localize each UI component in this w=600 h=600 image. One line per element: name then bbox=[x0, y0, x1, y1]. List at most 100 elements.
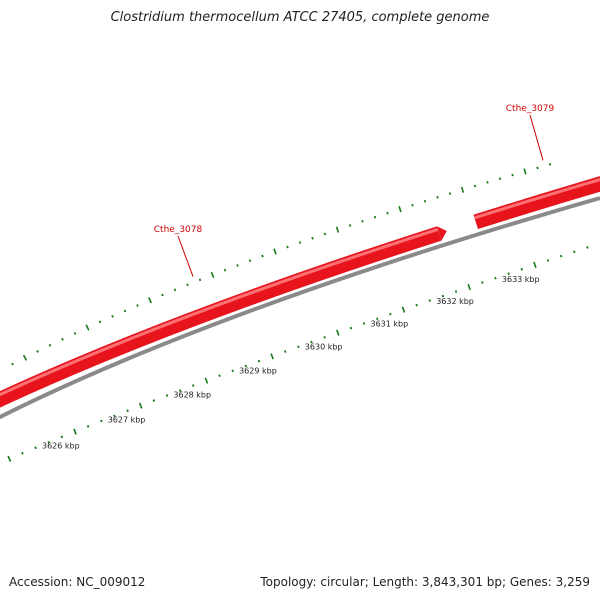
minor-tick bbox=[60, 435, 64, 439]
scale-label-layer: 3626 kbp 3627 kbp 3628 kbp 3629 kbp 3630 kbp… bbox=[42, 275, 540, 451]
outer-tick-track bbox=[11, 163, 552, 366]
scale-label: 3631 kbp bbox=[371, 320, 409, 329]
minor-tick bbox=[323, 336, 326, 339]
gene-feature-cthe-3078[interactable] bbox=[0, 226, 447, 408]
minor-tick bbox=[286, 245, 289, 249]
minor-tick bbox=[11, 362, 14, 366]
gene-label-layer: Cthe_3078 Cthe_3079 bbox=[154, 104, 555, 277]
minor-tick bbox=[100, 419, 103, 423]
scale-label: 3632 kbp bbox=[436, 297, 474, 306]
major-tick bbox=[523, 168, 527, 175]
minor-tick bbox=[386, 211, 389, 215]
scale-label: 3633 kbp bbox=[502, 275, 540, 284]
major-tick bbox=[22, 354, 28, 361]
minor-tick bbox=[47, 440, 50, 444]
minor-tick bbox=[373, 215, 377, 219]
scale-label: 3628 kbp bbox=[173, 391, 211, 400]
major-tick bbox=[148, 297, 152, 304]
minor-tick bbox=[310, 340, 313, 344]
minor-tick bbox=[349, 326, 353, 330]
minor-tick bbox=[389, 312, 392, 316]
major-tick bbox=[398, 206, 402, 213]
minor-tick bbox=[362, 322, 366, 325]
minor-tick bbox=[123, 309, 127, 313]
minor-tick bbox=[415, 303, 418, 307]
minor-tick bbox=[520, 267, 523, 271]
minor-tick bbox=[165, 394, 169, 397]
minor-tick bbox=[113, 414, 116, 418]
minor-tick bbox=[311, 236, 314, 240]
minor-tick bbox=[261, 254, 264, 258]
minor-tick bbox=[559, 254, 563, 258]
minor-tick bbox=[231, 369, 234, 373]
minor-tick bbox=[21, 451, 24, 455]
minor-tick bbox=[454, 290, 458, 293]
minor-tick bbox=[548, 163, 552, 166]
minor-tick bbox=[257, 359, 261, 363]
minor-tick bbox=[441, 294, 445, 298]
major-tick bbox=[533, 261, 537, 268]
minor-tick bbox=[298, 241, 302, 244]
major-tick bbox=[460, 186, 465, 193]
minor-tick bbox=[198, 278, 202, 282]
minor-tick bbox=[48, 343, 52, 347]
topology-summary: Topology: circular; Length: 3,843,301 bp… bbox=[260, 575, 590, 589]
minor-tick bbox=[448, 192, 452, 195]
major-tick bbox=[335, 226, 340, 233]
minor-tick bbox=[428, 299, 431, 302]
minor-tick bbox=[511, 173, 514, 177]
gene-track bbox=[0, 176, 600, 408]
minor-tick bbox=[86, 424, 90, 428]
major-tick bbox=[336, 329, 340, 336]
minor-tick bbox=[73, 331, 77, 335]
minor-tick bbox=[98, 320, 102, 324]
minor-tick bbox=[223, 268, 227, 272]
major-tick bbox=[73, 428, 77, 435]
minor-tick bbox=[348, 224, 352, 227]
inner-tick-track bbox=[7, 246, 589, 462]
major-tick bbox=[138, 402, 143, 409]
minor-tick bbox=[236, 264, 239, 267]
minor-tick bbox=[248, 259, 252, 263]
minor-tick bbox=[152, 399, 156, 402]
minor-tick bbox=[111, 314, 114, 318]
minor-tick bbox=[411, 203, 414, 207]
minor-tick bbox=[244, 364, 248, 368]
scale-label: 3630 kbp bbox=[305, 343, 343, 352]
minor-tick bbox=[423, 199, 427, 203]
major-tick bbox=[401, 306, 406, 313]
gene-feature-cthe-3079[interactable] bbox=[473, 176, 600, 230]
minor-tick bbox=[486, 181, 489, 184]
minor-tick bbox=[218, 374, 221, 377]
major-tick bbox=[273, 248, 277, 255]
minor-tick bbox=[186, 283, 189, 287]
minor-tick bbox=[498, 177, 502, 180]
minor-tick bbox=[34, 446, 37, 450]
minor-tick bbox=[192, 384, 195, 387]
scale-label: 3629 kbp bbox=[239, 366, 277, 375]
minor-tick bbox=[126, 409, 129, 413]
minor-tick bbox=[161, 293, 164, 297]
minor-tick bbox=[173, 288, 177, 292]
scale-label: 3627 kbp bbox=[108, 416, 146, 425]
minor-tick bbox=[178, 389, 182, 392]
minor-tick bbox=[494, 276, 497, 280]
major-tick bbox=[7, 455, 12, 462]
genome-backbone bbox=[0, 196, 600, 420]
minor-tick bbox=[36, 350, 39, 353]
minor-tick bbox=[481, 281, 484, 284]
gene-label: Cthe_3078 bbox=[154, 225, 203, 235]
minor-tick bbox=[436, 196, 439, 199]
accession-label: Accession: NC_009012 bbox=[9, 575, 146, 589]
minor-tick bbox=[297, 345, 300, 349]
major-tick bbox=[210, 271, 215, 278]
major-tick bbox=[85, 324, 90, 331]
minor-tick bbox=[507, 272, 510, 275]
minor-tick bbox=[536, 166, 539, 170]
minor-tick bbox=[361, 220, 364, 223]
gene-label: Cthe_3079 bbox=[506, 104, 555, 114]
major-tick bbox=[270, 353, 274, 360]
minor-tick bbox=[136, 304, 139, 307]
